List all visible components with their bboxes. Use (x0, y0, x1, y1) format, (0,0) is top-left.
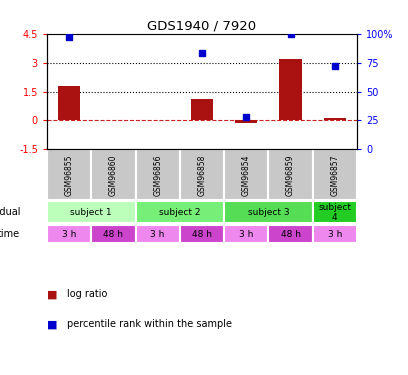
Bar (180, 225, 224, 243)
Bar (191, 99, 213, 120)
Bar (268, 149, 313, 200)
Bar (135, 225, 180, 243)
Bar (224, 201, 313, 223)
Bar (47, 201, 135, 223)
Bar (224, 149, 268, 200)
Text: GSM96857: GSM96857 (330, 154, 339, 196)
Text: GSM96854: GSM96854 (242, 154, 251, 196)
Text: GSM96855: GSM96855 (64, 154, 73, 196)
Text: 48 h: 48 h (281, 230, 301, 238)
Text: subject
4: subject 4 (318, 202, 351, 222)
Text: 3 h: 3 h (328, 230, 342, 238)
Text: log ratio: log ratio (67, 290, 108, 299)
Text: subject 1: subject 1 (71, 208, 112, 217)
Text: GSM96859: GSM96859 (286, 154, 295, 196)
Bar (135, 201, 224, 223)
Text: 3 h: 3 h (62, 230, 76, 238)
Text: 48 h: 48 h (192, 230, 212, 238)
Bar (313, 149, 357, 200)
Text: subject 3: subject 3 (248, 208, 289, 217)
Text: 3 h: 3 h (151, 230, 165, 238)
Text: percentile rank within the sample: percentile rank within the sample (67, 320, 232, 329)
Text: individual: individual (0, 207, 20, 217)
Bar (324, 118, 346, 120)
Bar (91, 149, 135, 200)
Bar (47, 149, 91, 200)
Text: 48 h: 48 h (103, 230, 123, 238)
Bar (47, 225, 91, 243)
Text: 3 h: 3 h (239, 230, 253, 238)
Bar (313, 225, 357, 243)
Text: ■: ■ (47, 320, 58, 329)
Bar (135, 149, 180, 200)
Text: GSM96858: GSM96858 (197, 154, 206, 195)
Bar (268, 225, 313, 243)
Text: GSM96860: GSM96860 (109, 154, 118, 196)
Text: GSM96856: GSM96856 (153, 154, 162, 196)
Bar (180, 149, 224, 200)
Bar (235, 120, 257, 123)
Title: GDS1940 / 7920: GDS1940 / 7920 (147, 20, 257, 33)
Bar (279, 59, 302, 120)
Bar (224, 225, 268, 243)
Text: subject 2: subject 2 (159, 208, 201, 217)
Text: ■: ■ (47, 290, 58, 299)
Bar (58, 86, 80, 120)
Bar (91, 225, 135, 243)
Bar (313, 201, 357, 223)
Text: time: time (0, 229, 20, 239)
